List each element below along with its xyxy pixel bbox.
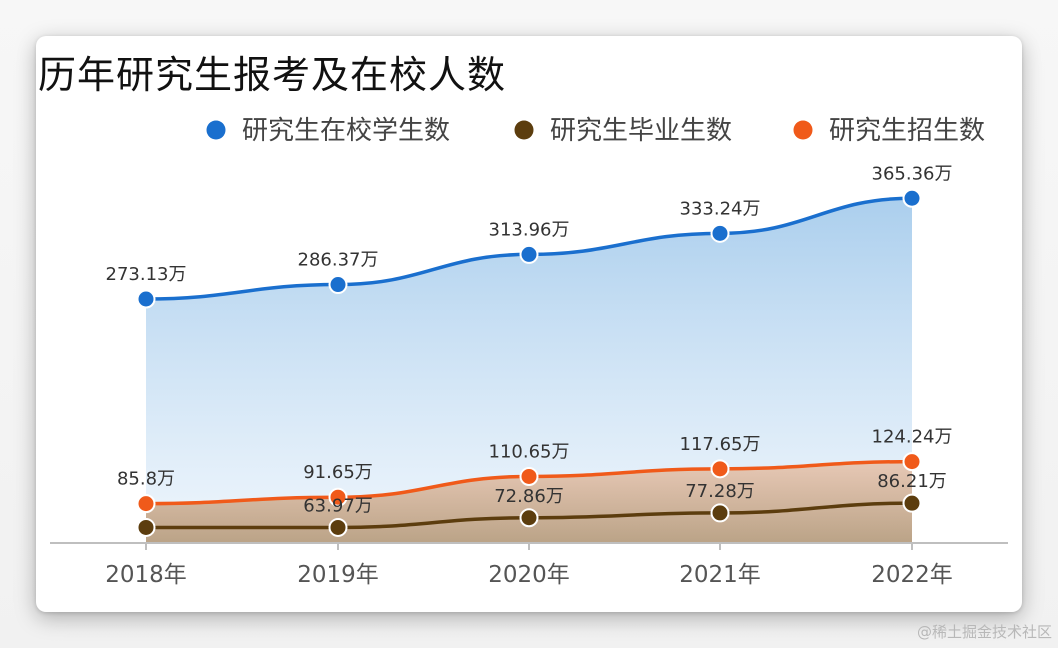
x-tick-label: 2021年 [679,562,761,588]
data-point[interactable] [519,508,539,528]
data-point[interactable] [902,452,922,472]
legend: 研究生在校学生数 研究生毕业生数 研究生招生数 [206,116,985,146]
legend-label: 研究生招生数 [829,116,985,146]
data-point[interactable] [136,289,156,309]
x-tick-label: 2020年 [488,562,570,588]
data-label: 313.96万 [489,219,570,240]
data-point[interactable] [136,517,156,537]
legend-marker [514,120,534,140]
x-tick-label: 2018年 [105,562,187,588]
data-point[interactable] [710,503,730,523]
data-label: 85.8万 [117,469,175,490]
area-研究生在校学生数 [146,198,912,543]
data-point[interactable] [710,223,730,243]
data-label: 124.24万 [872,427,953,448]
watermark: @稀土掘金技术社区 [916,623,1052,641]
data-label: 110.65万 [489,441,570,462]
legend-label: 研究生在校学生数 [242,116,450,146]
chart-title: 历年研究生报考及在校人数 [38,53,507,97]
data-label: 63.97万 [303,495,373,516]
x-tick-label: 2019年 [297,562,379,588]
legend-marker [793,120,813,140]
data-label: 86.21万 [877,471,947,492]
data-point[interactable] [328,517,348,537]
legend-label: 研究生毕业生数 [550,116,732,146]
data-label: 117.65万 [680,434,761,455]
data-point[interactable] [136,494,156,514]
data-label: 91.65万 [303,462,373,483]
data-label: 286.37万 [298,250,379,271]
data-point[interactable] [328,487,348,507]
data-point[interactable] [902,188,922,208]
legend-marker [206,120,226,140]
data-point[interactable] [328,275,348,295]
data-label: 333.24万 [680,198,761,219]
data-point[interactable] [519,244,539,264]
data-point[interactable] [519,466,539,486]
data-label: 77.28万 [685,481,755,502]
data-label: 72.86万 [494,486,564,507]
x-tick-label: 2022年 [871,562,953,588]
data-point[interactable] [902,493,922,513]
data-label: 273.13万 [106,264,187,285]
data-label: 365.36万 [872,163,953,184]
data-point[interactable] [710,459,730,479]
